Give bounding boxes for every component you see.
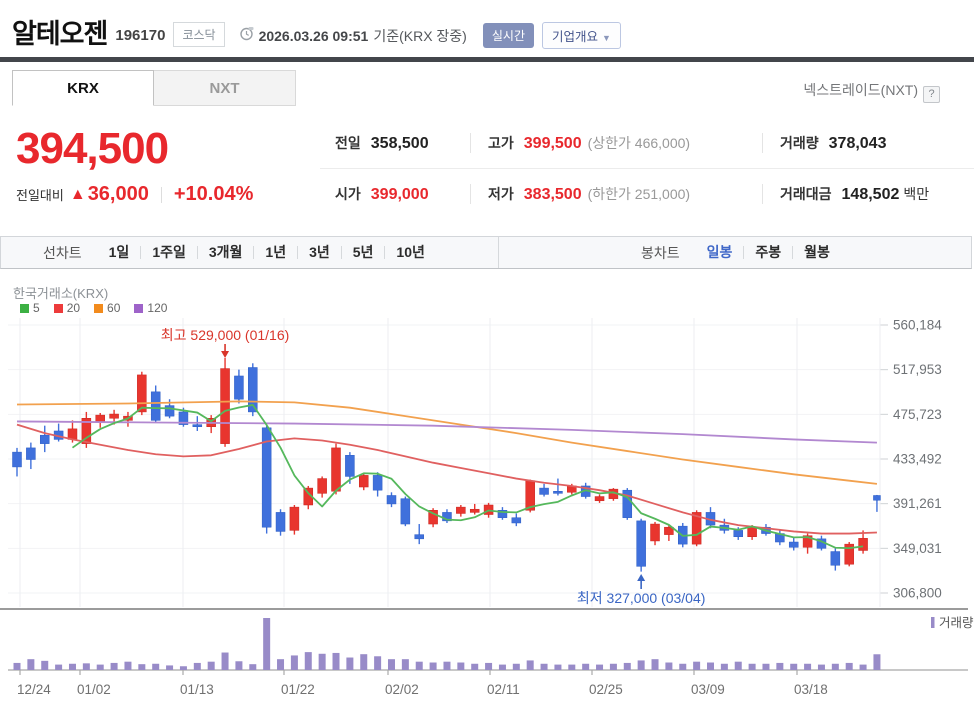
candle-monthly[interactable]: 월봉 — [792, 245, 841, 259]
quote-cell-volume: 거래량 378,043 — [762, 133, 974, 153]
change-value: 36,000 — [87, 183, 149, 205]
svg-text:최저 327,000 (03/04): 최저 327,000 (03/04) — [577, 590, 706, 606]
svg-text:03/09: 03/09 — [691, 682, 725, 697]
clock-icon — [239, 26, 254, 46]
company-overview-button[interactable]: 기업개요 ▼ — [541, 21, 621, 49]
svg-text:349,031: 349,031 — [893, 541, 942, 556]
period-1week[interactable]: 1주일 — [140, 245, 197, 259]
svg-text:01/22: 01/22 — [281, 682, 315, 697]
svg-text:03/18: 03/18 — [794, 682, 828, 697]
ma20-swatch-icon — [53, 303, 63, 313]
quote-cell-high: 고가 399,500 (상한가 466,000) — [470, 133, 762, 153]
candle-chart-label: 봉차트 — [641, 244, 680, 261]
market-badge: 코스닥 — [173, 22, 225, 47]
candle-chart-group: 봉차트 일봉 주봉 월봉 — [641, 237, 841, 268]
chart-period-toolbar: 선차트 1일 1주일 3개월 1년 3년 5년 10년 봉차트 일봉 주봉 월봉 — [0, 236, 972, 269]
ma-legend-60: 60 — [94, 301, 120, 315]
quote-basis: 기준(KRX 장중) — [373, 27, 467, 44]
svg-text:거래량: 거래량 — [939, 616, 974, 630]
period-1day[interactable]: 1일 — [108, 244, 130, 260]
quote-row: 전일 358,500 고가 399,500 (상한가 466,000) 거래량 … — [320, 118, 974, 168]
line-chart-label: 선차트 — [43, 244, 82, 261]
svg-text:01/02: 01/02 — [77, 682, 111, 697]
quote-cell-open: 시가 399,000 — [335, 186, 429, 203]
ma5-swatch-icon — [20, 303, 29, 313]
svg-text:475,723: 475,723 — [893, 407, 942, 422]
change-percent: +10.04% — [173, 183, 254, 205]
svg-text:560,184: 560,184 — [893, 318, 942, 333]
svg-text:391,261: 391,261 — [893, 496, 942, 511]
toolbar-divider — [498, 237, 499, 268]
period-3year[interactable]: 3년 — [297, 245, 341, 259]
header: 알테오젠 196170 코스닥 2026.03.26 09:51 기준(KRX … — [12, 12, 621, 51]
stock-code: 196170 — [115, 27, 166, 44]
nextrade-note: 넥스트레이드(NXT)? — [803, 80, 940, 103]
quote-datetime: 2026.03.26 09:51 — [258, 27, 369, 44]
change-separator — [160, 186, 162, 203]
ma-legend: 5 20 60 120 — [20, 301, 181, 315]
help-icon[interactable]: ? — [923, 86, 940, 103]
exchange-tabs: KRX NXT — [12, 70, 296, 106]
svg-text:최고 529,000 (01/16): 최고 529,000 (01/16) — [161, 327, 290, 343]
quote-cell-prev-close: 전일 358,500 — [335, 135, 429, 152]
svg-text:02/02: 02/02 — [385, 682, 419, 697]
header-divider — [0, 57, 974, 62]
candle-weekly[interactable]: 주봉 — [743, 245, 792, 259]
svg-text:02/11: 02/11 — [487, 682, 520, 697]
up-arrow-icon: ▲ — [69, 185, 86, 203]
period-3month[interactable]: 3개월 — [196, 245, 254, 259]
ma-legend-5: 5 — [20, 301, 40, 315]
tab-nxt[interactable]: NXT — [154, 70, 296, 106]
quote-row: 시가 399,000 저가 383,500 (하한가 251,000) 거래대금… — [320, 168, 974, 219]
price-change-row: 전일대비 ▲ 36,000 +10.04% — [16, 183, 253, 206]
svg-text:02/25: 02/25 — [589, 682, 623, 697]
quote-table: 전일 358,500 고가 399,500 (상한가 466,000) 거래량 … — [320, 118, 974, 219]
candle-daily[interactable]: 일봉 — [706, 244, 733, 260]
svg-text:12/24: 12/24 — [17, 682, 51, 697]
chart-source-label: 한국거래소(KRX) — [13, 286, 109, 301]
svg-text:01/13: 01/13 — [180, 682, 214, 697]
ma120-swatch-icon — [134, 303, 144, 313]
stock-name: 알테오젠 — [12, 19, 108, 49]
quote-cell-low: 저가 383,500 (하한가 251,000) — [470, 184, 762, 204]
ma-legend-20: 20 — [53, 301, 80, 315]
chevron-down-icon: ▼ — [602, 32, 611, 43]
price-volume-chart: 560,184 517,953 475,723 433,492 391,261 349,0… — [0, 318, 974, 697]
ma60-swatch-icon — [94, 303, 104, 313]
period-10year[interactable]: 10년 — [384, 245, 435, 259]
ma-legend-120: 120 — [134, 301, 167, 315]
line-chart-group: 선차트 1일 1주일 3개월 1년 3년 5년 10년 — [43, 237, 436, 268]
period-5year[interactable]: 5년 — [340, 245, 385, 259]
period-1year[interactable]: 1년 — [253, 245, 297, 259]
realtime-badge[interactable]: 실시간 — [482, 22, 534, 48]
change-label: 전일대비 — [16, 188, 64, 203]
svg-text:517,953: 517,953 — [893, 362, 942, 377]
tab-krx[interactable]: KRX — [12, 70, 154, 106]
svg-text:433,492: 433,492 — [893, 452, 942, 467]
quote-cell-trade-value: 거래대금 148,502 백만 — [762, 184, 974, 204]
svg-text:306,800: 306,800 — [893, 586, 942, 601]
current-price: 394,500 — [16, 124, 169, 173]
